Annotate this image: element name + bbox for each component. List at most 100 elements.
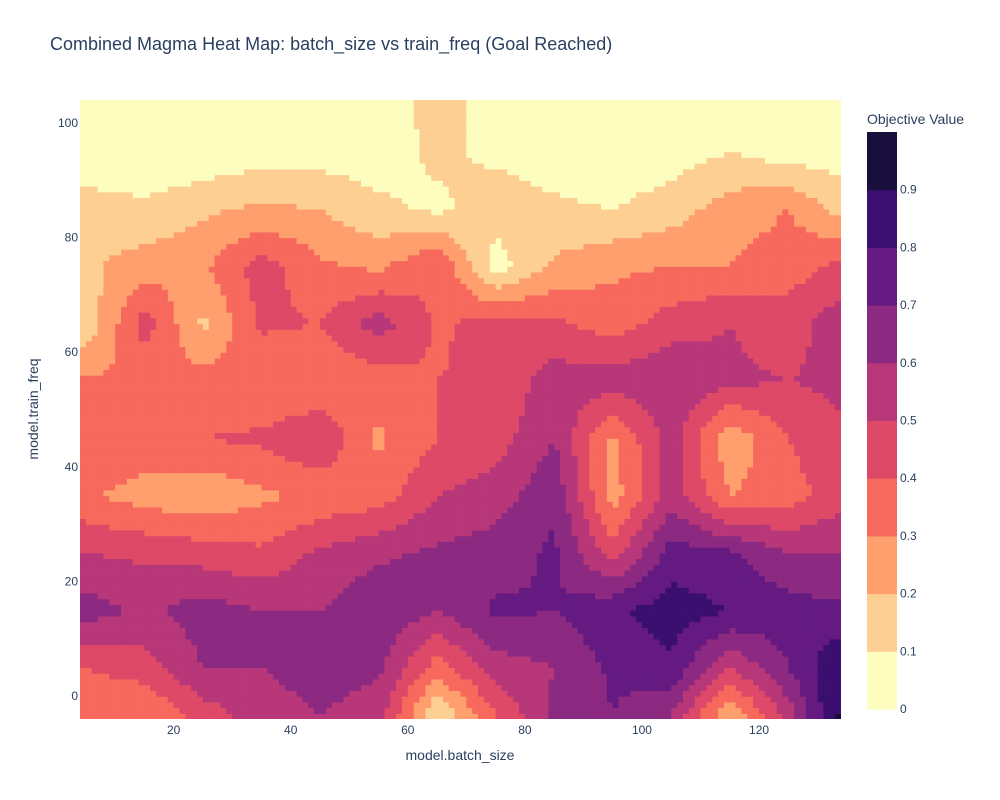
- heatmap-cell: [495, 598, 503, 605]
- heatmap-cell: [554, 587, 561, 594]
- heatmap-cell: [718, 547, 725, 554]
- heatmap-cell: [577, 701, 585, 709]
- heatmap-cell: [677, 535, 684, 542]
- heatmap-cell: [355, 667, 362, 674]
- heatmap-cell: [823, 661, 830, 669]
- heatmap-cell: [296, 547, 304, 554]
- heatmap-cell: [817, 598, 825, 605]
- heatmap-cell: [302, 713, 309, 719]
- heatmap-cell: [682, 529, 690, 537]
- heatmap-cell: [337, 592, 345, 600]
- heatmap-cell: [85, 558, 93, 565]
- heatmap-cell: [431, 518, 438, 525]
- heatmap-cell: [126, 524, 134, 531]
- heatmap-cell: [729, 587, 737, 594]
- heatmap-cell: [723, 518, 731, 525]
- heatmap-cell: [571, 558, 579, 565]
- heatmap-cell: [636, 678, 643, 686]
- heatmap-cell: [723, 678, 731, 686]
- heatmap-cell: [226, 598, 233, 605]
- heatmap-cell: [372, 592, 380, 600]
- heatmap-cell: [331, 655, 339, 663]
- heatmap-cell: [735, 529, 743, 537]
- heatmap-cell: [483, 518, 491, 525]
- heatmap-cell: [320, 587, 327, 594]
- heatmap-cell: [437, 587, 444, 594]
- heatmap-cell: [384, 552, 391, 560]
- heatmap-cell: [273, 644, 280, 651]
- heatmap-cell: [519, 661, 526, 669]
- heatmap-cell: [536, 701, 544, 709]
- heatmap-cell: [647, 690, 655, 697]
- heatmap-cell: [800, 529, 807, 537]
- heatmap-cell: [132, 638, 140, 646]
- heatmap-cell: [320, 535, 327, 542]
- heatmap-cell: [507, 501, 514, 508]
- heatmap-cell: [483, 501, 491, 508]
- heatmap-cell: [161, 621, 169, 628]
- heatmap-cell: [401, 512, 409, 519]
- heatmap-cell: [419, 690, 426, 697]
- heatmap-cell: [794, 564, 801, 571]
- heatmap-cell: [718, 592, 725, 600]
- heatmap-cell: [636, 627, 643, 634]
- heatmap-cell: [261, 713, 268, 719]
- heatmap-cell: [548, 592, 555, 600]
- heatmap-cell: [208, 627, 216, 634]
- heatmap-cell: [770, 615, 778, 623]
- heatmap-cell: [360, 690, 368, 697]
- heatmap-cell: [238, 655, 245, 663]
- heatmap-cell: [220, 713, 227, 719]
- heatmap-cell: [156, 638, 163, 646]
- heatmap-cell: [120, 598, 128, 605]
- heatmap-cell: [126, 615, 134, 623]
- heatmap-cell: [565, 673, 573, 680]
- heatmap-cell: [454, 684, 462, 691]
- heatmap-cell: [279, 615, 286, 623]
- heatmap-cell: [401, 592, 409, 600]
- heatmap-cell: [606, 673, 614, 680]
- heatmap-cell: [805, 535, 813, 542]
- heatmap-cell: [682, 621, 690, 628]
- heatmap-cell: [273, 495, 280, 502]
- heatmap-cell: [606, 592, 614, 600]
- heatmap-cell: [302, 673, 309, 680]
- heatmap-cell: [624, 713, 631, 719]
- heatmap-cell: [337, 673, 345, 680]
- heatmap-cell: [624, 501, 631, 508]
- heatmap-cell: [144, 541, 151, 548]
- heatmap-cell: [495, 673, 503, 680]
- heatmap-cell: [460, 535, 467, 542]
- heatmap-cell: [173, 541, 181, 548]
- heatmap-cell: [156, 678, 163, 686]
- heatmap-cell: [413, 627, 421, 634]
- heatmap-cell: [296, 512, 304, 519]
- heatmap-cell: [273, 615, 280, 623]
- heatmap-cell: [448, 678, 456, 686]
- heatmap-cell: [677, 690, 684, 697]
- heatmap-cell: [735, 713, 743, 719]
- heatmap-cell: [718, 650, 725, 657]
- heatmap-cell: [653, 713, 661, 719]
- heatmap-cell: [232, 524, 239, 531]
- heatmap-cell: [560, 627, 567, 634]
- heatmap-cell: [788, 604, 795, 611]
- heatmap-cell: [700, 569, 707, 577]
- heatmap-cell: [536, 547, 544, 554]
- heatmap-cell: [729, 558, 737, 565]
- heatmap-cell: [788, 610, 795, 617]
- heatmap-cell: [191, 696, 198, 703]
- heatmap-cell: [823, 558, 830, 565]
- heatmap-cell: [764, 569, 772, 577]
- heatmap-cell: [448, 512, 456, 519]
- heatmap-cell: [589, 564, 596, 571]
- heatmap-cell: [519, 524, 526, 531]
- heatmap-cell: [583, 587, 590, 594]
- heatmap-cell: [267, 610, 274, 617]
- heatmap-cell: [85, 587, 93, 594]
- heatmap-cell: [97, 524, 105, 531]
- heatmap-cell: [612, 581, 620, 588]
- heatmap-cell: [489, 678, 497, 686]
- heatmap-cell: [800, 598, 807, 605]
- heatmap-cell: [718, 627, 725, 634]
